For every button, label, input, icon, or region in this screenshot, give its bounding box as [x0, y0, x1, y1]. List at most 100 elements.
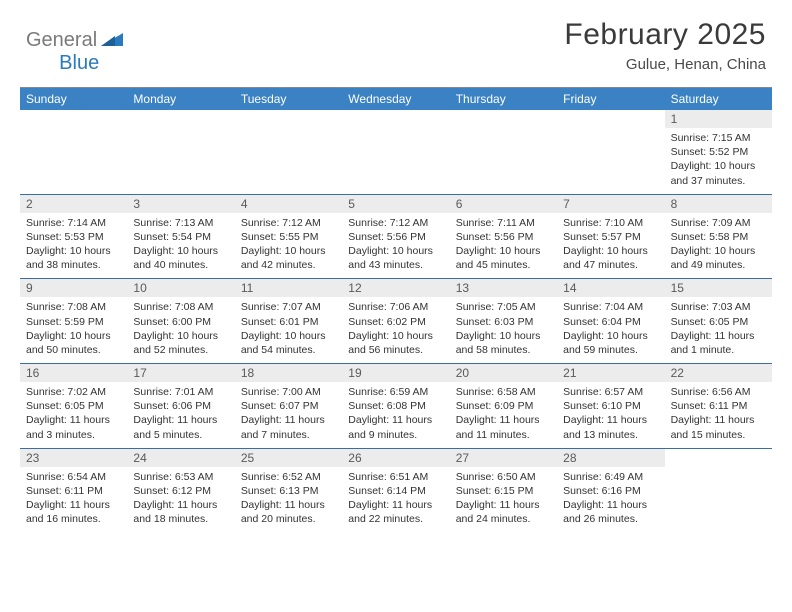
weekday-header: Friday [557, 88, 664, 110]
day-number: 4 [235, 195, 342, 213]
day-cell: 13 Sunrise: 7:05 AMSunset: 6:03 PMDayligh… [450, 279, 557, 363]
day-cell [20, 110, 127, 194]
day-cell: 27 Sunrise: 6:50 AMSunset: 6:15 PMDayligh… [450, 449, 557, 533]
day-number: 8 [665, 195, 772, 213]
day-number: 17 [127, 364, 234, 382]
day-cell: 2 Sunrise: 7:14 AMSunset: 5:53 PMDaylight… [20, 195, 127, 279]
day-number: 2 [20, 195, 127, 213]
brand-part2: Blue [59, 52, 99, 75]
week-row: 23 Sunrise: 6:54 AMSunset: 6:11 PMDayligh… [20, 448, 772, 533]
day-cell: 24Sunrise: 6:53 AMSunset: 6:12 PMDayligh… [127, 449, 234, 533]
day-info: Sunrise: 6:51 AMSunset: 6:14 PMDaylight:… [342, 470, 449, 527]
day-number: 28 [557, 449, 664, 467]
day-number: 12 [342, 279, 449, 297]
day-number: 15 [665, 279, 772, 297]
day-cell: 16 Sunrise: 7:02 AMSunset: 6:05 PMDayligh… [20, 364, 127, 448]
day-info: Sunrise: 7:02 AMSunset: 6:05 PMDaylight:… [20, 385, 127, 442]
calendar: Sunday Monday Tuesday Wednesday Thursday… [20, 87, 772, 532]
brand-logo: General Blue [26, 18, 99, 63]
weekday-header: Saturday [665, 88, 772, 110]
day-number: 11 [235, 279, 342, 297]
day-number: 7 [557, 195, 664, 213]
day-info: Sunrise: 6:52 AMSunset: 6:13 PMDaylight:… [235, 470, 342, 527]
weekday-header: Monday [127, 88, 234, 110]
weekday-header: Tuesday [235, 88, 342, 110]
day-info: Sunrise: 6:58 AMSunset: 6:09 PMDaylight:… [450, 385, 557, 442]
day-info: Sunrise: 7:05 AMSunset: 6:03 PMDaylight:… [450, 300, 557, 357]
title-block: February 2025 Gulue, Henan, China [564, 18, 766, 73]
day-number: 5 [342, 195, 449, 213]
weekday-header-row: Sunday Monday Tuesday Wednesday Thursday… [20, 88, 772, 110]
day-info: Sunrise: 6:49 AMSunset: 6:16 PMDaylight:… [557, 470, 664, 527]
day-cell: 6 Sunrise: 7:11 AMSunset: 5:56 PMDaylight… [450, 195, 557, 279]
month-title: February 2025 [564, 18, 766, 52]
day-cell: 17 Sunrise: 7:01 AMSunset: 6:06 PMDayligh… [127, 364, 234, 448]
day-info: Sunrise: 7:00 AMSunset: 6:07 PMDaylight:… [235, 385, 342, 442]
day-number: 24 [127, 449, 234, 467]
day-info: Sunrise: 7:03 AMSunset: 6:05 PMDaylight:… [665, 300, 772, 357]
week-row: 9 Sunrise: 7:08 AMSunset: 5:59 PMDaylight… [20, 278, 772, 363]
day-number: 6 [450, 195, 557, 213]
day-info: Sunrise: 7:12 AMSunset: 5:56 PMDaylight:… [342, 216, 449, 273]
day-cell [557, 110, 664, 194]
day-info: Sunrise: 6:56 AMSunset: 6:11 PMDaylight:… [665, 385, 772, 442]
day-number: 18 [235, 364, 342, 382]
day-number: 25 [235, 449, 342, 467]
day-cell: 3Sunrise: 7:13 AMSunset: 5:54 PMDaylight… [127, 195, 234, 279]
day-number: 27 [450, 449, 557, 467]
day-info: Sunrise: 6:54 AMSunset: 6:11 PMDaylight:… [20, 470, 127, 527]
day-cell [235, 110, 342, 194]
day-number: 22 [665, 364, 772, 382]
day-info: Sunrise: 7:13 AMSunset: 5:54 PMDaylight:… [127, 216, 234, 273]
day-cell: 23 Sunrise: 6:54 AMSunset: 6:11 PMDayligh… [20, 449, 127, 533]
day-cell: 10 Sunrise: 7:08 AMSunset: 6:00 PMDayligh… [127, 279, 234, 363]
day-info: Sunrise: 7:04 AMSunset: 6:04 PMDaylight:… [557, 300, 664, 357]
day-cell: 22 Sunrise: 6:56 AMSunset: 6:11 PMDayligh… [665, 364, 772, 448]
day-number: 16 [20, 364, 127, 382]
day-number: 1 [665, 110, 772, 128]
day-number: 13 [450, 279, 557, 297]
day-info: Sunrise: 7:09 AMSunset: 5:58 PMDaylight:… [665, 216, 772, 273]
day-info: Sunrise: 7:06 AMSunset: 6:02 PMDaylight:… [342, 300, 449, 357]
day-cell [665, 449, 772, 533]
day-cell: 8 Sunrise: 7:09 AMSunset: 5:58 PMDaylight… [665, 195, 772, 279]
day-cell [450, 110, 557, 194]
day-number: 9 [20, 279, 127, 297]
day-cell: 9 Sunrise: 7:08 AMSunset: 5:59 PMDaylight… [20, 279, 127, 363]
brand-part1: General [26, 29, 97, 52]
day-cell: 26 Sunrise: 6:51 AMSunset: 6:14 PMDayligh… [342, 449, 449, 533]
weekday-header: Sunday [20, 88, 127, 110]
week-row: 16 Sunrise: 7:02 AMSunset: 6:05 PMDayligh… [20, 363, 772, 448]
day-cell: 19Sunrise: 6:59 AMSunset: 6:08 PMDayligh… [342, 364, 449, 448]
location: Gulue, Henan, China [564, 56, 766, 73]
day-info: Sunrise: 7:07 AMSunset: 6:01 PMDaylight:… [235, 300, 342, 357]
day-cell: 7 Sunrise: 7:10 AMSunset: 5:57 PMDaylight… [557, 195, 664, 279]
day-info: Sunrise: 7:14 AMSunset: 5:53 PMDaylight:… [20, 216, 127, 273]
day-number: 19 [342, 364, 449, 382]
week-row: 2 Sunrise: 7:14 AMSunset: 5:53 PMDaylight… [20, 194, 772, 279]
day-info: Sunrise: 7:15 AMSunset: 5:52 PMDaylight:… [665, 131, 772, 188]
day-info: Sunrise: 6:50 AMSunset: 6:15 PMDaylight:… [450, 470, 557, 527]
day-number: 10 [127, 279, 234, 297]
day-cell: 4 Sunrise: 7:12 AMSunset: 5:55 PMDaylight… [235, 195, 342, 279]
day-info: Sunrise: 7:08 AMSunset: 5:59 PMDaylight:… [20, 300, 127, 357]
day-info: Sunrise: 7:01 AMSunset: 6:06 PMDaylight:… [127, 385, 234, 442]
weekday-header: Thursday [450, 88, 557, 110]
day-number: 21 [557, 364, 664, 382]
day-info: Sunrise: 7:12 AMSunset: 5:55 PMDaylight:… [235, 216, 342, 273]
weekday-header: Wednesday [342, 88, 449, 110]
day-cell: 18 Sunrise: 7:00 AMSunset: 6:07 PMDayligh… [235, 364, 342, 448]
day-number: 23 [20, 449, 127, 467]
day-cell: 14Sunrise: 7:04 AMSunset: 6:04 PMDayligh… [557, 279, 664, 363]
day-cell: 1 Sunrise: 7:15 AMSunset: 5:52 PMDaylight… [665, 110, 772, 194]
day-info: Sunrise: 7:11 AMSunset: 5:56 PMDaylight:… [450, 216, 557, 273]
day-number: 20 [450, 364, 557, 382]
day-info: Sunrise: 7:08 AMSunset: 6:00 PMDaylight:… [127, 300, 234, 357]
day-cell [342, 110, 449, 194]
day-cell: 25 Sunrise: 6:52 AMSunset: 6:13 PMDayligh… [235, 449, 342, 533]
day-info: Sunrise: 7:10 AMSunset: 5:57 PMDaylight:… [557, 216, 664, 273]
day-cell: 21Sunrise: 6:57 AMSunset: 6:10 PMDayligh… [557, 364, 664, 448]
header: General Blue February 2025 Gulue, Henan,… [0, 0, 792, 81]
day-cell: 15 Sunrise: 7:03 AMSunset: 6:05 PMDayligh… [665, 279, 772, 363]
day-number: 26 [342, 449, 449, 467]
